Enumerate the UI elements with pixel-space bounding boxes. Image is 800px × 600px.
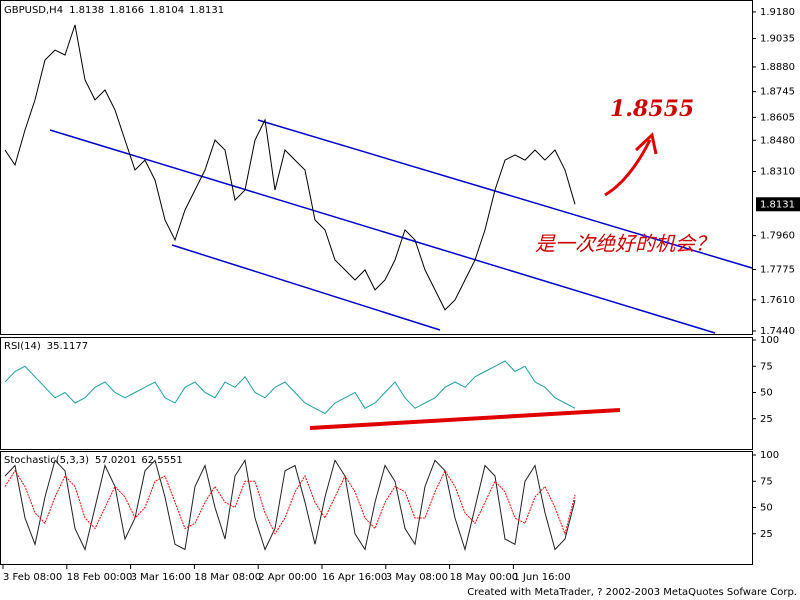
y-tick-label: 1.7960: [760, 231, 795, 242]
channel-line: [257, 119, 753, 269]
y-tick-label: 50: [760, 388, 773, 399]
ohlc: 1.8138: [69, 5, 104, 16]
y-tick-label: 1.8880: [760, 62, 795, 73]
series-line: [4, 458, 576, 552]
ohlc: 1.8131: [189, 5, 224, 16]
indicator-value: 57.0201: [95, 455, 136, 466]
y-tick-label: 100: [760, 450, 779, 461]
rsi-trend: [309, 408, 621, 430]
channel-line: [171, 244, 441, 331]
indicator-title: Stochastic(5,3,3): [4, 455, 89, 466]
footer: Created with MetaTrader, ? 2002-2003 Met…: [467, 587, 797, 598]
series-line: [4, 469, 576, 536]
main-panel: [0, 0, 753, 335]
x-tick-label: 16 Apr 16:00: [322, 572, 387, 583]
y-tick-label: 75: [760, 361, 773, 372]
y-tick-label: 1.8745: [760, 87, 795, 98]
x-tick-label: 3 May 08:00: [386, 572, 448, 583]
x-tick-label: 1 Jun 16:00: [513, 572, 570, 583]
y-tick-label: 50: [760, 503, 773, 514]
channel-line: [49, 129, 716, 334]
x-tick-label: 18 Mar 08:00: [194, 572, 261, 583]
y-tick-label: 1.7775: [760, 265, 795, 276]
y-tick-label: 1.8480: [760, 135, 795, 146]
x-tick-label: 2 Apr 00:00: [258, 572, 317, 583]
rsi-panel: [0, 337, 753, 450]
y-tick-label: 25: [760, 414, 773, 425]
series-line: [4, 24, 576, 311]
y-tick-label: 25: [760, 529, 773, 540]
symbol: GBPUSD,H4: [4, 5, 63, 16]
series-line: [4, 360, 576, 415]
channel: [49, 119, 753, 334]
y-tick-label: 100: [760, 335, 779, 346]
y-tick-label: 1.9035: [760, 34, 795, 45]
annotation: 1.8555: [610, 96, 694, 122]
y-tick-label: 1.9180: [760, 7, 795, 18]
indicator-title: RSI(14): [4, 341, 41, 352]
indicator-value: 35.1177: [47, 341, 88, 352]
y-tick-label: 1.8310: [760, 166, 795, 177]
x-tick-label: 3 Mar 16:00: [131, 572, 191, 583]
ohlc: 1.8104: [149, 5, 184, 16]
y-tick-label: 75: [760, 476, 773, 487]
y-tick-label: 1.7440: [760, 326, 795, 337]
annotation: 是一次绝好的机会？: [535, 232, 715, 256]
x-tick-label: 18 Feb 00:00: [67, 572, 133, 583]
x-tick-label: 3 Feb 08:00: [3, 572, 62, 583]
indicator-value: 62.5551: [141, 455, 182, 466]
stoch-panel: [0, 451, 753, 565]
y-tick-label: 1.8605: [760, 112, 795, 123]
ohlc: 1.8166: [109, 5, 144, 16]
x-tick-label: 18 May 00:00: [450, 572, 519, 583]
arrow: [604, 132, 658, 197]
y-tick-label: 1.7610: [760, 295, 795, 306]
price-label: 1.8131: [760, 199, 795, 210]
price-box: [756, 197, 800, 212]
